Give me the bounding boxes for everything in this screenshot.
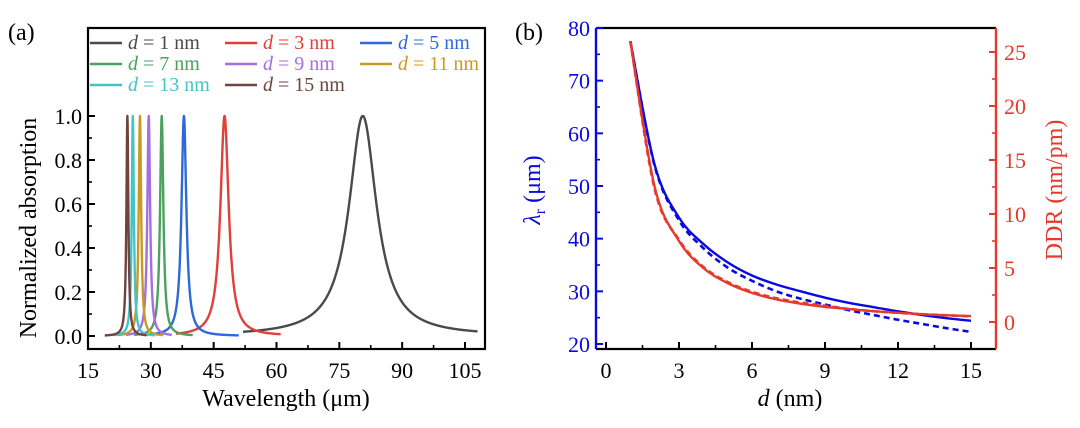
panel-b-x-label-var: d	[758, 386, 771, 412]
legend-label: d = 13 nm	[128, 74, 210, 96]
right-tick-label: 25	[1004, 40, 1026, 65]
legend-item: d = 11 nm	[360, 53, 480, 75]
legend-label-var: d	[398, 53, 409, 75]
left-tick-label: 80	[568, 16, 590, 41]
y-tick-label: 0.8	[55, 148, 83, 173]
panel-b-left-y-label-sub: r	[532, 208, 549, 214]
series-line-lambda-r-solid	[629, 40, 972, 323]
right-tick-label: 0	[1004, 310, 1015, 335]
legend-label: d = 5 nm	[398, 32, 470, 54]
panel-a-y-label: Normalized absorption	[16, 118, 42, 339]
legend-label: d = 9 nm	[263, 53, 335, 75]
x-tick-label: 9	[820, 358, 831, 383]
series-line-d-15-nm	[103, 114, 148, 337]
x-tick-label: 15	[960, 358, 982, 383]
panel-b-left-y-label: λr (μm)	[520, 155, 549, 225]
right-tick-label: 15	[1004, 148, 1026, 173]
x-tick-label: 0	[601, 358, 612, 383]
legend-label: d = 3 nm	[263, 32, 335, 54]
panel-a-frame	[86, 26, 487, 351]
legend-label: d = 11 nm	[398, 53, 480, 75]
legend-label-value: = 5 nm	[408, 32, 470, 54]
series-line-d-11-nm	[116, 114, 165, 337]
panel-b-left-y-label-var: λ	[520, 214, 546, 225]
legend-label-var: d	[128, 53, 139, 75]
panel-b-label: (b)	[515, 20, 543, 46]
legend-item: d = 1 nm	[90, 32, 200, 54]
series-line-lambda-r-dashed	[629, 40, 972, 334]
legend-label-var: d	[263, 32, 274, 54]
panel-b-left-y-label-unit: (μm)	[520, 155, 546, 209]
x-tick-label: 15	[77, 358, 99, 383]
legend-item: d = 5 nm	[360, 32, 470, 54]
series-line-d-13-nm	[112, 114, 157, 337]
legend-label-value: = 7 nm	[138, 53, 200, 75]
series-line-ddr-solid	[629, 41, 972, 318]
y-tick-label: 1.0	[55, 104, 83, 129]
left-tick-label: 50	[568, 174, 590, 199]
series-line-d-9-nm	[124, 114, 173, 337]
panel-b-curves	[629, 40, 972, 334]
left-tick-label: 20	[568, 332, 590, 357]
x-tick-label: 105	[449, 358, 482, 383]
x-tick-label: 75	[328, 358, 350, 383]
legend-label-value: = 15 nm	[273, 74, 345, 96]
legend-label: d = 1 nm	[128, 32, 200, 54]
right-tick-label: 20	[1004, 94, 1026, 119]
panel-b-left-ticks: 20 30 40 50 60 70 80	[568, 16, 603, 357]
x-tick-label: 90	[391, 358, 413, 383]
legend-label-value: = 13 nm	[138, 74, 210, 96]
panel-b-right-ticks: 0 5 10 15 20 25	[989, 40, 1026, 335]
y-tick-label: 0.6	[55, 192, 83, 217]
left-tick-label: 30	[568, 279, 590, 304]
legend-label-var: d	[263, 53, 274, 75]
left-tick-label: 60	[568, 121, 590, 146]
y-tick-label: 0.2	[55, 280, 83, 305]
x-tick-label: 60	[266, 358, 288, 383]
series-line-d-3-nm	[174, 114, 282, 336]
series-line-ddr-dashed	[629, 40, 972, 318]
panel-a-y-ticks: 0.0 0.2 0.4 0.6 0.8 1.0	[55, 104, 95, 349]
panel-b-right-y-label: DDR (nm/pm)	[1042, 120, 1068, 261]
x-tick-label: 3	[674, 358, 685, 383]
y-tick-label: 0.0	[55, 324, 83, 349]
legend-item: d = 13 nm	[90, 74, 210, 96]
panel-a-x-ticks: 15 30 45 60 75 90 105	[77, 342, 482, 383]
left-tick-label: 70	[568, 69, 590, 94]
panel-b-x-label: d (nm)	[758, 386, 823, 412]
right-tick-label: 10	[1004, 202, 1026, 227]
x-tick-label: 30	[140, 358, 162, 383]
legend-label-value: = 1 nm	[138, 32, 200, 54]
legend-item: d = 3 nm	[225, 32, 335, 54]
legend-item: d = 15 nm	[225, 74, 345, 96]
legend-label: d = 15 nm	[263, 74, 345, 96]
legend-label-value: = 3 nm	[273, 32, 335, 54]
panel-a-curves	[103, 114, 479, 337]
legend-label-value: = 11 nm	[408, 53, 480, 75]
series-line-d-1-nm	[241, 114, 479, 333]
legend-label: d = 7 nm	[128, 53, 200, 75]
legend-label-value: = 9 nm	[273, 53, 335, 75]
legend-label-var: d	[128, 32, 139, 54]
panel-b-x-ticks: 0 3 6 9 12 15	[601, 342, 982, 383]
left-tick-label: 40	[568, 227, 590, 252]
right-tick-label: 5	[1004, 256, 1015, 281]
panel-a: (a) 15 30 45 60 75 90 105 0.0 0.2 0.4 0.6 0.8 1.0 d…	[8, 20, 487, 412]
y-tick-label: 0.4	[55, 236, 83, 261]
panel-b-x-label-unit: (nm)	[770, 386, 823, 412]
panel-a-label: (a)	[8, 20, 35, 46]
x-tick-label: 45	[203, 358, 225, 383]
legend-item: d = 7 nm	[90, 53, 200, 75]
legend-item: d = 9 nm	[225, 53, 335, 75]
legend-label-var: d	[128, 74, 139, 96]
x-tick-label: 12	[887, 358, 909, 383]
panel-a-x-label: Wavelength (μm)	[202, 386, 370, 412]
x-tick-label: 6	[747, 358, 758, 383]
panel-b: (b) 0 3 6 9 12 15 20 30 40 50 60 70 80 0 5 10 15 20 25 d…	[515, 16, 1068, 412]
legend-label-var: d	[398, 32, 409, 54]
panel-a-legend: d = 1 nm d = 3 nm d = 5 nmd = 7 nm d = 9 nm…	[90, 32, 480, 96]
legend-label-var: d	[263, 74, 274, 96]
